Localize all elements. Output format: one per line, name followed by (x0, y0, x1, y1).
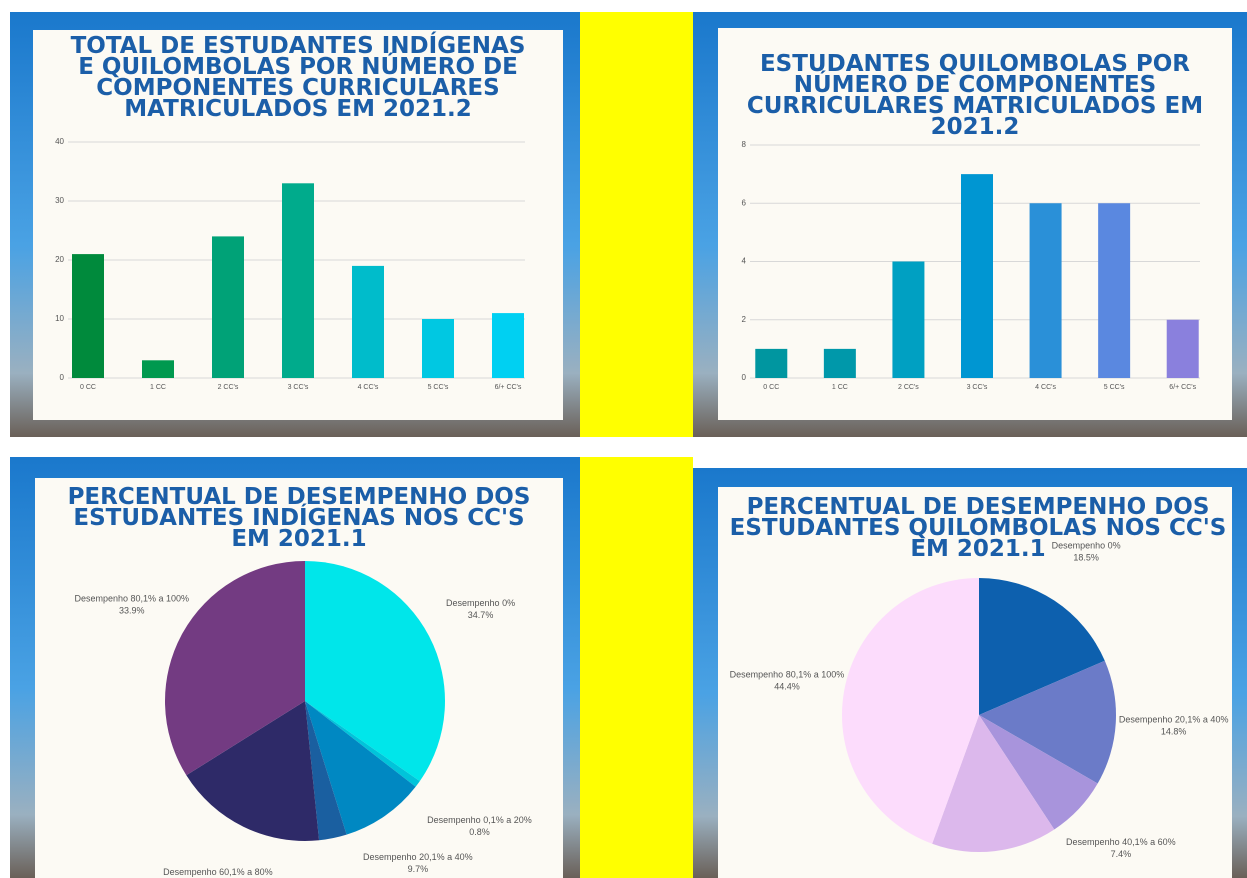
x-tick-label: 4 CC's (1035, 384, 1056, 391)
y-tick-label: 0 (60, 373, 65, 382)
bar (1167, 320, 1199, 378)
x-tick-label: 3 CC's (967, 384, 988, 391)
x-tick-label: 5 CC's (428, 384, 449, 391)
bar (824, 349, 856, 378)
slice-label: Desempenho 60,1% a 80% (163, 867, 273, 877)
slice-label: Desempenho 20,1% a 40% (363, 852, 473, 862)
x-tick-label: 1 CC (150, 384, 166, 391)
x-tick-label: 0 CC (763, 384, 779, 391)
bar (755, 349, 787, 378)
bar (492, 313, 524, 378)
x-tick-label: 1 CC (832, 384, 848, 391)
y-tick-label: 0 (742, 373, 747, 382)
bar (72, 254, 104, 378)
bar (1098, 203, 1130, 378)
slice-label: Desempenho 80,1% a 100% (74, 593, 189, 603)
slice-label: Desempenho 40,1% a 60% (1066, 837, 1176, 847)
page: TOTAL DE ESTUDANTES INDÍGENAS E QUILOMBO… (0, 0, 1247, 878)
slice-label: Desempenho 0% (1052, 540, 1121, 550)
bar (1030, 203, 1062, 378)
slice-label: Desempenho 0,1% a 20% (427, 815, 532, 825)
x-tick-label: 5 CC's (1104, 384, 1125, 391)
x-tick-label: 2 CC's (898, 384, 919, 391)
y-tick-label: 30 (55, 196, 64, 205)
slice-value-label: 34.7% (468, 610, 494, 620)
slice-label: Desempenho 0% (446, 598, 515, 608)
slice-value-label: 18.5% (1073, 552, 1099, 562)
y-tick-label: 2 (742, 315, 747, 324)
slice-label: Desempenho 80,1% a 100% (730, 670, 845, 680)
y-tick-label: 6 (742, 198, 747, 207)
y-tick-label: 20 (55, 255, 64, 264)
slice-value-label: 14.8% (1161, 727, 1187, 737)
bar (422, 319, 454, 378)
slice-label: Desempenho 20,1% a 40% (1119, 715, 1229, 725)
bar (961, 174, 993, 378)
y-tick-label: 40 (55, 137, 64, 146)
bar (212, 236, 244, 378)
x-tick-label: 2 CC's (218, 384, 239, 391)
y-tick-label: 8 (742, 140, 747, 149)
x-tick-label: 6/+ CC's (1169, 384, 1196, 391)
x-tick-label: 3 CC's (288, 384, 309, 391)
slice-value-label: 33.9% (119, 605, 145, 615)
slice-value-label: 9.7% (408, 864, 429, 874)
slice-value-label: 0.8% (469, 827, 490, 837)
y-tick-label: 4 (742, 257, 747, 266)
slice-value-label: 7.4% (1111, 849, 1132, 859)
bar (282, 183, 314, 378)
bar (142, 360, 174, 378)
x-tick-label: 0 CC (80, 384, 96, 391)
y-tick-label: 10 (55, 314, 64, 323)
bar (892, 262, 924, 379)
slice-value-label: 44.4% (774, 682, 800, 692)
x-tick-label: 6/+ CC's (495, 384, 522, 391)
x-tick-label: 4 CC's (358, 384, 379, 391)
bar (352, 266, 384, 378)
charts: 0102030400 CC1 CC2 CC's3 CC's4 CC's5 CC'… (0, 0, 1247, 878)
